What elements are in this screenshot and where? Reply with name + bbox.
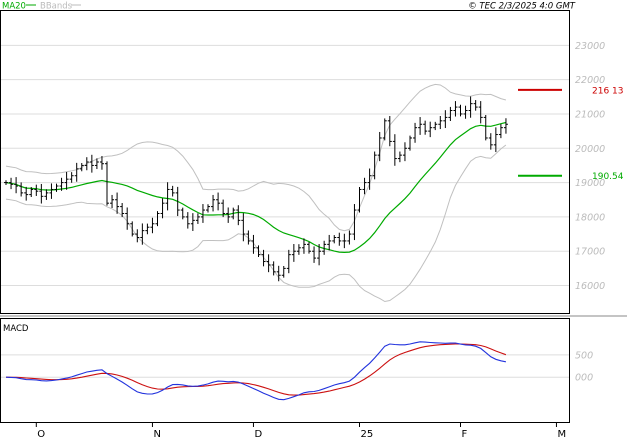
macd-y-tick-label: 500 xyxy=(575,350,593,361)
price-y-tick-label: 21000 xyxy=(575,109,605,120)
chart-timestamp: © TEC 2/3/2025 4:0 GMT xyxy=(468,2,576,12)
macd-line xyxy=(5,341,507,401)
price-y-tick-label: 23000 xyxy=(575,41,605,52)
x-axis: O N D 25 F M xyxy=(35,423,566,440)
price-y-tick-label: 20000 xyxy=(575,144,605,155)
price-levels: 216 13 190.54 xyxy=(518,86,624,182)
macd-y-axis: 000 500 xyxy=(575,350,593,383)
macd-panel-frame xyxy=(0,318,570,423)
signal-line xyxy=(5,343,507,396)
resistance-value-label: 216 13 xyxy=(592,86,624,96)
ma20-line xyxy=(5,121,507,254)
macd-lines xyxy=(5,341,507,401)
price-grid xyxy=(1,44,569,287)
legend-ma20: MA20 xyxy=(2,2,26,12)
x-tick-label: 25 xyxy=(361,429,374,440)
macd-label: MACD xyxy=(3,324,29,334)
x-tick-label: F xyxy=(462,429,468,440)
upper-band xyxy=(5,83,507,232)
x-tick-label: N xyxy=(153,429,160,440)
bollinger-bands xyxy=(5,83,507,303)
x-tick-label: O xyxy=(37,429,45,440)
price-y-tick-label: 22000 xyxy=(575,75,605,86)
price-y-tick-label: 19000 xyxy=(575,178,605,189)
macd-y-tick-label: 000 xyxy=(575,373,593,384)
legend-bbands: BBands xyxy=(40,2,73,12)
x-tick-label: D xyxy=(254,429,262,440)
price-y-tick-label: 18000 xyxy=(575,212,605,223)
price-panel-frame xyxy=(0,10,570,314)
price-y-axis: 16000 17000 18000 19000 20000 21000 22000 23000 xyxy=(575,41,605,292)
price-bars xyxy=(4,96,508,282)
x-tick-label: M xyxy=(557,429,566,440)
macd-grid xyxy=(1,354,569,378)
price-y-tick-label: 17000 xyxy=(575,247,605,258)
ma20-path xyxy=(5,121,507,254)
lower-band xyxy=(5,144,507,303)
price-y-tick-label: 16000 xyxy=(575,281,605,292)
support-value-label: 190.54 xyxy=(592,172,624,182)
